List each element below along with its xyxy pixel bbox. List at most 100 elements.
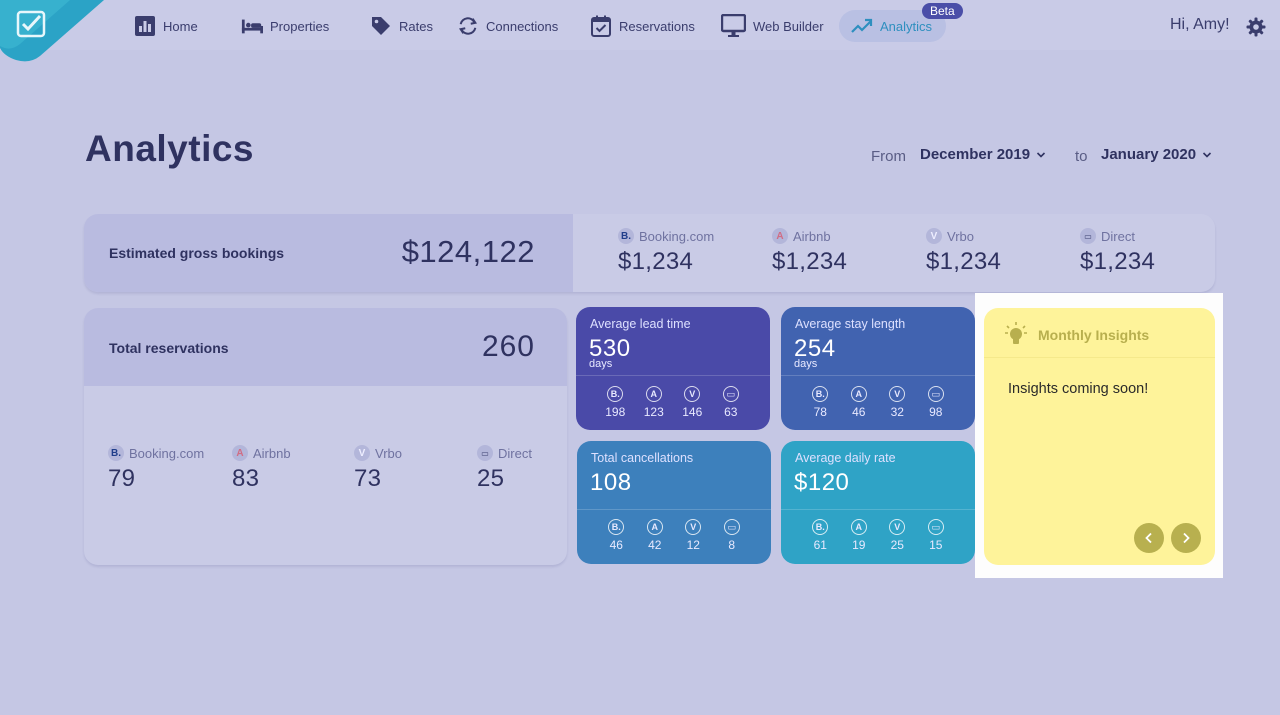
vrbo-icon: V [685, 519, 702, 535]
stat-vrbo: V 12 [674, 519, 713, 552]
lightbulb-icon [1005, 322, 1027, 344]
total-reservations-card: Total reservations 260 B. Booking.com 79 … [84, 308, 567, 565]
channel-name: Airbnb [793, 228, 831, 244]
nav-connections-label: Connections [486, 18, 559, 34]
stat-value: 63 [724, 405, 738, 419]
tile-label: Total cancellations [591, 451, 694, 465]
airbnb-icon: A [850, 519, 867, 535]
gear-icon[interactable] [1246, 17, 1266, 37]
stat-booking: B. 198 [596, 386, 635, 419]
booking-com-icon: B. [618, 228, 634, 244]
stat-airbnb: A 123 [635, 386, 674, 419]
tile-unit: days [589, 358, 613, 370]
tile-unit: days [794, 358, 818, 370]
direct-monitor-icon: ▭ [927, 386, 944, 402]
vrbo-icon: V [926, 228, 942, 244]
sync-icon [458, 17, 478, 35]
total-reservations-value: 260 [481, 330, 535, 363]
app-logo[interactable] [0, 0, 104, 62]
channel-name: Direct [498, 445, 532, 461]
nav-web-builder-label: Web Builder [753, 18, 824, 34]
to-label: to [1075, 148, 1088, 165]
tile-label: Average stay length [795, 317, 906, 331]
tile-value: 254 [794, 335, 836, 362]
tile-divider [576, 375, 770, 376]
stat-vrbo: V 146 [673, 386, 712, 419]
insights-next-button[interactable] [1171, 523, 1201, 553]
stat-direct: ▭ 63 [712, 386, 751, 419]
stat-value: 98 [929, 405, 943, 419]
stat-value: 198 [605, 405, 626, 419]
insights-prev-button[interactable] [1134, 523, 1164, 553]
nav-rates-label: Rates [399, 18, 433, 34]
stat-value: 123 [643, 405, 664, 419]
channel-name: Airbnb [253, 445, 291, 461]
vrbo-icon: V [684, 386, 701, 402]
chevron-right-icon [1183, 532, 1190, 544]
from-date-select[interactable]: December 2019 [920, 146, 1046, 163]
stat-value: 146 [682, 405, 703, 419]
page-title: Analytics [85, 128, 255, 169]
stat-value: 15 [929, 538, 943, 552]
tag-icon [372, 17, 390, 35]
channel-name: Booking.com [129, 445, 205, 461]
stat-direct: ▭ 15 [917, 519, 956, 552]
vrbo-icon: V [354, 445, 370, 461]
average-daily-rate-tile: Average daily rate $120 B. 61 A 19 V 25 ▭ 15 [781, 441, 975, 564]
tile-label: Average lead time [590, 317, 691, 331]
nav-properties[interactable]: Properties [241, 10, 329, 42]
stat-booking: B. 61 [801, 519, 840, 552]
average-stay-length-tile: Average stay length 254 days B. 78 A 46 V 3… [781, 307, 975, 430]
monitor-icon [721, 14, 746, 37]
to-date-select[interactable]: January 2020 [1101, 146, 1212, 163]
booking-com-icon: B. [812, 519, 829, 535]
nav-home-label: Home [163, 18, 198, 34]
gross-channel-airbnb: A Airbnb $1,234 [772, 228, 847, 276]
total-cancellations-tile: Total cancellations 108 B. 46 A 42 V 12 ▭ 8 [577, 441, 771, 564]
direct-monitor-icon: ▭ [927, 519, 944, 535]
stat-vrbo: V 25 [878, 519, 917, 552]
nav-analytics-label: Analytics [880, 18, 933, 34]
nav-web-builder[interactable]: Web Builder [721, 10, 824, 42]
user-greeting[interactable]: Hi, Amy! [1170, 16, 1230, 33]
channel-value: $1,234 [772, 248, 848, 275]
total-reservations-label: Total reservations [109, 340, 229, 356]
booking-com-icon: B. [812, 386, 829, 402]
direct-monitor-icon: ▭ [477, 445, 493, 461]
stat-direct: ▭ 8 [713, 519, 752, 552]
total-reservations-summary: Total reservations 260 [84, 308, 567, 386]
direct-monitor-icon: ▭ [722, 386, 739, 402]
stat-value: 32 [890, 405, 904, 419]
from-label: From [871, 148, 906, 165]
nav-reservations[interactable]: Reservations [590, 10, 695, 42]
nav-connections[interactable]: Connections [457, 10, 558, 42]
tile-divider [781, 509, 975, 510]
monthly-insights-card: Monthly Insights Insights coming soon! [984, 308, 1215, 565]
vrbo-icon: V [889, 519, 906, 535]
booking-com-icon: B. [108, 445, 124, 461]
stat-value: 46 [609, 538, 623, 552]
tile-value: 530 [589, 335, 631, 362]
insights-text: Insights coming soon! [1008, 381, 1149, 397]
channel-value: $1,234 [926, 248, 1002, 275]
bar-chart-icon [135, 16, 155, 36]
stat-value: 46 [852, 405, 866, 419]
gross-bookings-summary: Estimated gross bookings $124,122 [84, 214, 573, 292]
nav-rates[interactable]: Rates [370, 10, 433, 42]
stat-value: 8 [728, 538, 736, 552]
stat-value: 78 [813, 405, 827, 419]
channel-value: 25 [477, 465, 505, 492]
stat-airbnb: A 46 [840, 386, 879, 419]
res-channel-airbnb: A Airbnb 83 [232, 445, 291, 493]
booking-com-icon: B. [608, 519, 625, 535]
trend-icon [851, 18, 873, 33]
beta-badge: Beta [922, 3, 963, 19]
nav-home[interactable]: Home [134, 10, 198, 42]
tile-value: 108 [590, 469, 632, 496]
stat-value: 19 [852, 538, 866, 552]
stat-airbnb: A 42 [636, 519, 675, 552]
airbnb-icon: A [232, 445, 248, 461]
gross-channel-vrbo: V Vrbo $1,234 [926, 228, 1001, 276]
chevron-down-icon [1037, 151, 1046, 158]
gross-channel-booking: B. Booking.com $1,234 [618, 228, 714, 276]
